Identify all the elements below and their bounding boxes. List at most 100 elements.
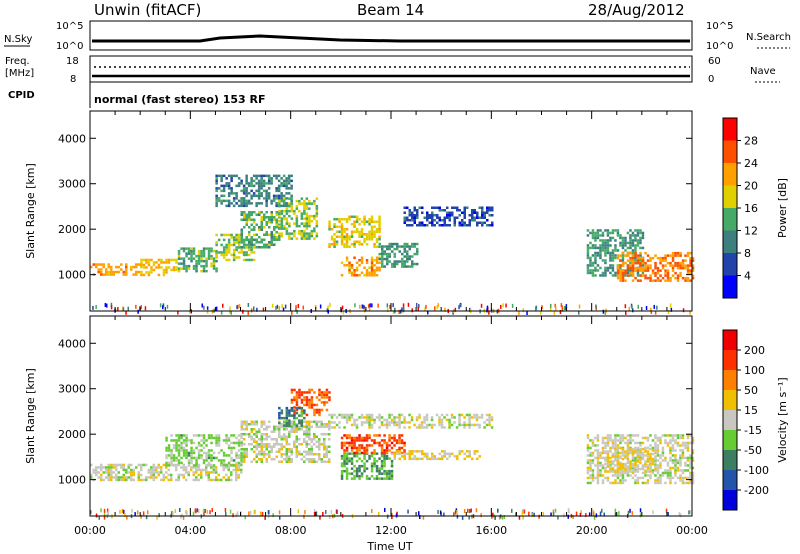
velocity-colorbar-block-6 xyxy=(723,370,737,390)
nsky-label: N.Sky xyxy=(4,34,32,45)
freq-unit: [MHz] xyxy=(5,68,34,79)
power-colorbar-tick-label-3: 16 xyxy=(744,202,758,215)
power-colorbar: 4 8 12 16 20 24 28 Power [dB] xyxy=(722,117,789,299)
power-band-8 xyxy=(340,256,381,277)
power-colorbar-block-5 xyxy=(723,163,737,186)
power-band-3 xyxy=(215,233,256,262)
power-band-0 xyxy=(90,263,143,276)
power-colorbar-tick-label-2: 12 xyxy=(744,225,758,238)
power-data-layer xyxy=(90,174,695,315)
velocity-xlabel: Time UT xyxy=(366,540,412,553)
cpid-label: CPID xyxy=(8,90,35,101)
velocity-colorbar: 200 100 50 15 -15 -50 -100 -200 Velocity [m s⁻¹… xyxy=(722,329,789,511)
freq-tick-bottom: 8 xyxy=(70,74,76,85)
velocity-ytick-label-2: 3000 xyxy=(58,383,86,396)
velocity-colorbar-block-7 xyxy=(723,350,737,370)
freq-panel: Freq. [MHz] 18 8 60 0 Nave xyxy=(5,55,780,85)
power-band-1 xyxy=(140,258,178,277)
velocity-colorbar-block-1 xyxy=(723,470,737,490)
velocity-panel: 1000 2000 3000 4000 00:00 04:00 08:00 12:00 16:… xyxy=(24,315,708,553)
velocity-colorbar-tick-label-6: -100 xyxy=(744,464,769,477)
nsearch-label: N.Search xyxy=(746,32,791,43)
velocity-xtick-label-1: 04:00 xyxy=(174,524,206,537)
velocity-colorbar-block-3 xyxy=(723,430,737,450)
velocity-band-7 xyxy=(391,450,481,461)
power-x-ticks xyxy=(89,111,693,311)
velocity-xtick-label-6: 00:00 xyxy=(676,524,708,537)
velocity-colorbar-block-0 xyxy=(723,490,737,510)
velocity-ytick-label-0: 1000 xyxy=(58,474,86,487)
nave-tick-top: 60 xyxy=(708,56,721,67)
velocity-colorbar-tick-label-5: -50 xyxy=(744,444,762,457)
velocity-band-2 xyxy=(165,434,243,467)
velocity-colorbar-tick-label-0: 200 xyxy=(744,344,765,357)
velocity-colorbar-tick-label-4: -15 xyxy=(744,424,762,437)
nsky-tick-bottom: 10^0 xyxy=(56,41,83,52)
power-band-6 xyxy=(215,174,293,208)
velocity-band-6 xyxy=(340,434,406,455)
power-ytick-label-0: 1000 xyxy=(58,269,86,282)
freq-label: Freq. xyxy=(5,56,30,67)
power-panel: 1000 2000 3000 4000 Slant Range [km] xyxy=(24,110,695,315)
velocity-colorbar-tick-label-3: 15 xyxy=(744,404,758,417)
power-ytick-label-1: 2000 xyxy=(58,223,86,236)
nave-tick-bottom: 0 xyxy=(708,74,714,85)
station-title: Unwin (fitACF) xyxy=(94,1,201,19)
velocity-colorbar-tick-label-2: 50 xyxy=(744,384,758,397)
velocity-xtick-label-0: 00:00 xyxy=(74,524,106,537)
velocity-band-5 xyxy=(340,452,394,480)
power-colorbar-block-0 xyxy=(723,275,737,298)
power-colorbar-block-3 xyxy=(723,208,737,231)
power-ytick-label-3: 4000 xyxy=(58,132,86,145)
velocity-xtick-label-2: 08:00 xyxy=(275,524,307,537)
power-colorbar-label: Power [dB] xyxy=(776,178,789,238)
nsky-tick-top: 10^5 xyxy=(56,21,83,32)
velocity-colorbar-label: Velocity [m s⁻¹] xyxy=(776,377,789,462)
beam-title: Beam 14 xyxy=(357,1,424,19)
velocity-colorbar-block-8 xyxy=(723,330,737,350)
cpid-text: normal (fast stereo) 153 RF xyxy=(94,93,266,106)
date-title: 28/Aug/2012 xyxy=(588,1,685,19)
power-ylabel: Slant Range [km] xyxy=(24,163,37,259)
power-colorbar-block-6 xyxy=(723,140,737,163)
nsky-panel: N.Sky 10^5 10^0 10^5 10^0 N.Search xyxy=(4,20,791,52)
power-y-ticks: 1000 2000 3000 4000 xyxy=(58,132,692,282)
power-band-5 xyxy=(278,197,319,240)
power-colorbar-tick-label-0: 4 xyxy=(744,270,751,283)
velocity-band-4 xyxy=(278,406,306,427)
velocity-ylabel: Slant Range [km] xyxy=(24,368,37,464)
velocity-ytick-label-1: 2000 xyxy=(58,428,86,441)
velocity-band-10 xyxy=(604,447,657,473)
velocity-near-range-speckle xyxy=(90,507,692,520)
velocity-xtick-label-5: 20:00 xyxy=(576,524,608,537)
power-colorbar-block-7 xyxy=(723,118,737,141)
velocity-data-layer xyxy=(90,388,695,520)
velocity-colorbar-block-4 xyxy=(723,410,737,430)
power-ytick-label-2: 3000 xyxy=(58,178,86,191)
cpid-row: CPID normal (fast stereo) 153 RF xyxy=(8,82,266,108)
power-colorbar-block-2 xyxy=(723,230,737,253)
nsearch-tick-top: 10^5 xyxy=(706,21,733,32)
power-band-12 xyxy=(616,251,695,282)
power-band-2 xyxy=(177,247,218,273)
velocity-colorbar-blocks xyxy=(723,330,737,510)
power-colorbar-block-4 xyxy=(723,185,737,208)
velocity-colorbar-tick-label-7: -200 xyxy=(744,484,769,497)
velocity-colorbar-ticks: 200 100 50 15 -15 -50 -100 -200 xyxy=(737,344,769,497)
velocity-band-8 xyxy=(328,413,494,429)
power-band-4 xyxy=(240,211,281,249)
velocity-colorbar-block-2 xyxy=(723,450,737,470)
nsearch-tick-bottom: 10^0 xyxy=(706,41,733,52)
power-band-7 xyxy=(328,215,381,248)
power-band-10 xyxy=(403,206,494,227)
power-colorbar-tick-label-4: 20 xyxy=(744,180,758,193)
power-colorbar-tick-label-6: 28 xyxy=(744,135,758,148)
velocity-colorbar-tick-label-1: 100 xyxy=(744,364,765,377)
nave-label: Nave xyxy=(750,66,776,77)
power-colorbar-tick-label-5: 24 xyxy=(744,157,758,170)
power-colorbar-tick-label-1: 8 xyxy=(744,247,751,260)
power-band-11 xyxy=(586,229,645,277)
power-band-9 xyxy=(378,242,419,268)
velocity-colorbar-block-5 xyxy=(723,390,737,410)
